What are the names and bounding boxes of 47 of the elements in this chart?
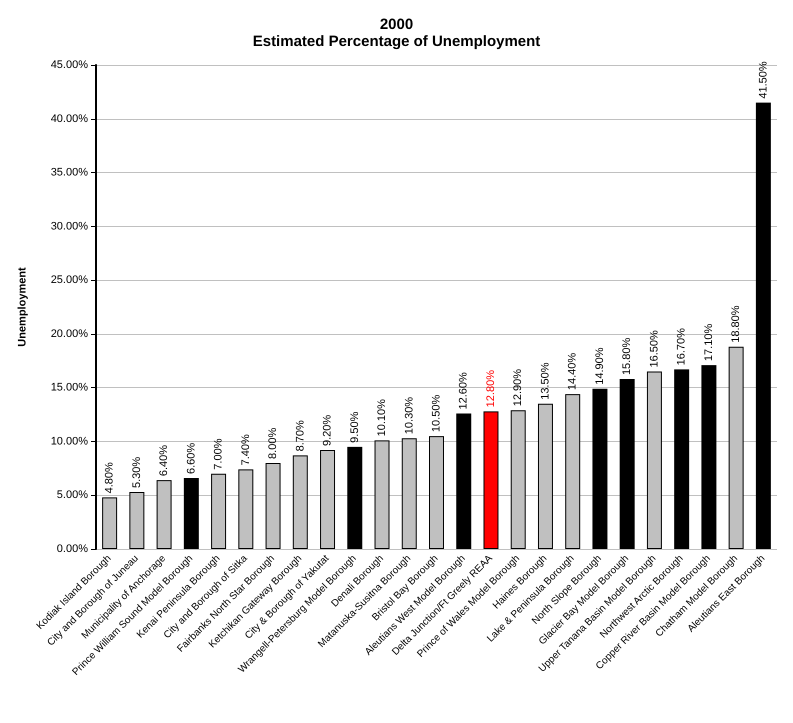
y-tick-label: 30.00% [50,220,88,232]
data-label: 6.60% [185,442,198,474]
data-label: 41.50% [757,61,770,99]
y-tick-label: 20.00% [50,328,88,340]
data-label: 9.50% [348,411,361,443]
chart-title: 2000 [380,16,414,33]
data-label: 16.50% [648,330,660,368]
y-tick-label: 45.00% [50,59,88,71]
data-label: 5.30% [130,456,143,488]
data-label: 10.10% [376,398,388,436]
bar [701,365,716,549]
data-label: 13.50% [539,362,552,400]
data-label: 15.80% [621,338,634,376]
data-label: 18.80% [730,305,742,343]
y-tick-label: 10.00% [50,435,88,448]
y-tick-label: 0.00% [56,543,88,555]
data-label: 6.40% [158,444,170,476]
data-label: 16.70% [676,328,688,366]
data-label: 7.00% [212,438,225,470]
data-label: 14.40% [566,352,579,390]
data-label: 4.80% [104,462,116,494]
bar [456,413,472,549]
data-label: 12.90% [512,368,524,406]
bar [483,411,498,549]
bar [620,379,635,549]
bar [756,102,771,549]
data-label: 10.30% [403,396,416,434]
data-label: 8.00% [267,428,280,459]
data-label: 14.90% [594,347,606,385]
data-label: 17.10% [702,324,715,362]
y-tick-label: 5.00% [56,489,88,502]
data-label: 7.40% [240,434,252,466]
data-label: 9.20% [322,414,334,446]
y-tick-label: 35.00% [50,166,88,179]
data-label: 8.70% [294,420,306,452]
y-tick-label: 40.00% [50,112,88,125]
bar [674,369,690,549]
data-label: 12.60% [458,372,470,410]
chart-subtitle: Estimated Percentage of Unemployment [252,33,540,50]
data-label: 10.50% [430,394,442,432]
y-tick-label: 15.00% [50,382,88,394]
bar [184,478,199,549]
y-tick-label: 25.00% [50,274,88,286]
bar [347,446,362,549]
bar [592,388,608,549]
y-axis-title: Unemployment [16,266,28,347]
data-label: 12.80% [484,370,497,408]
